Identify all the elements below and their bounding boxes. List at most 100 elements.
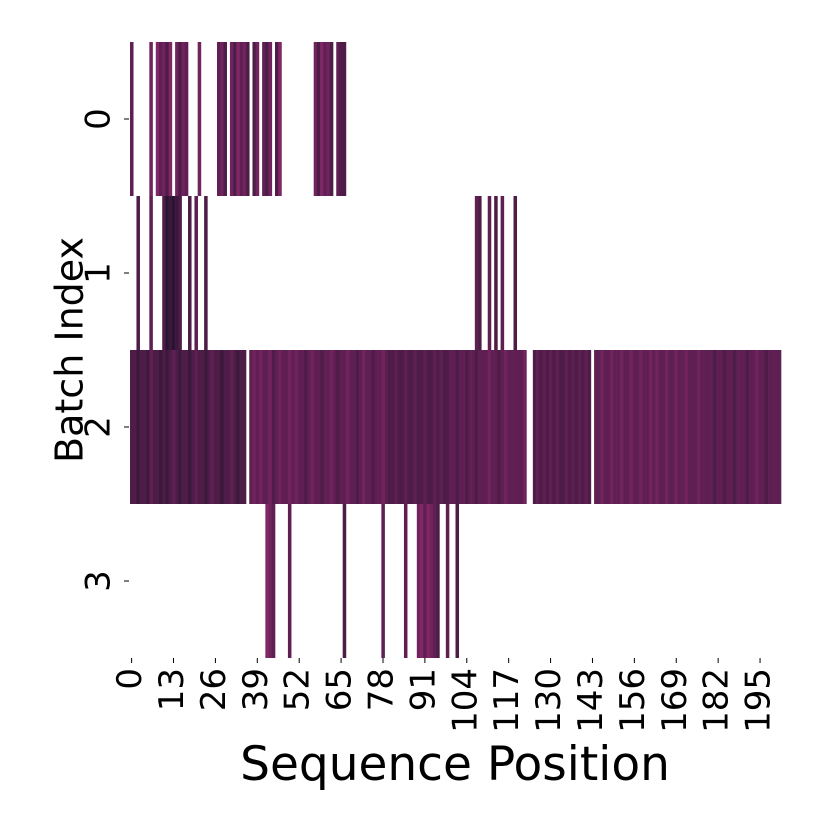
heatmap-cell: [536, 350, 540, 504]
heatmap-cell: [490, 350, 495, 504]
heatmap-cell: [677, 350, 682, 504]
heatmap-cell: [732, 350, 737, 504]
heatmap-cell: [252, 42, 256, 196]
heatmap-cell: [188, 196, 192, 350]
heatmap-cell: [623, 350, 627, 504]
heatmap-cell: [768, 350, 772, 504]
heatmap-cell: [391, 350, 395, 504]
heatmap-cell: [239, 42, 244, 196]
heatmap-cell: [445, 504, 450, 658]
heatmap-cell: [603, 350, 608, 504]
heatmap-cell: [136, 196, 140, 350]
heatmap-cell: [178, 42, 182, 196]
heatmap-cell: [204, 196, 208, 350]
heatmap-cell: [455, 350, 460, 504]
heatmap-cell: [165, 196, 169, 350]
heatmap-cell: [287, 350, 292, 504]
heatmap-cell: [742, 350, 746, 504]
heatmap-cell: [213, 350, 218, 504]
y-axis-label: Batch Index: [48, 237, 92, 463]
heatmap-cell: [191, 350, 195, 504]
heatmap-cell: [565, 350, 569, 504]
heatmap-cell: [407, 350, 411, 504]
heatmap-cell: [619, 350, 624, 504]
heatmap-cell: [236, 350, 240, 504]
heatmap-cell: [684, 350, 688, 504]
heatmap-cell: [342, 350, 347, 504]
heatmap-cell: [645, 350, 650, 504]
heatmap-cell: [494, 196, 498, 350]
heatmap-cell: [297, 350, 302, 504]
heatmap-cell: [484, 350, 489, 504]
heatmap-cell: [162, 350, 166, 504]
x-axis-label: Sequence Position: [240, 737, 670, 792]
x-tick-label: 130: [529, 668, 569, 733]
heatmap-cell: [165, 350, 169, 504]
heatmap-cell: [175, 196, 179, 350]
heatmap-cell: [233, 42, 237, 196]
heatmap-cell: [632, 350, 637, 504]
heatmap-cell: [336, 42, 340, 196]
heatmap-cell: [465, 350, 469, 504]
heatmap-cell: [648, 350, 653, 504]
heatmap-cell: [355, 350, 360, 504]
heatmap-cell: [432, 504, 437, 658]
heatmap-cell: [394, 350, 398, 504]
y-tick-label: 0: [79, 108, 119, 130]
heatmap-cell: [410, 350, 414, 504]
heatmap-cell: [761, 350, 766, 504]
heatmap-cell: [403, 350, 408, 504]
heatmap-cell: [262, 42, 266, 196]
heatmap-cell: [313, 350, 318, 504]
heatmap-cell: [510, 350, 514, 504]
heatmap-cell: [716, 350, 721, 504]
heatmap-cell: [362, 350, 366, 504]
heatmap-cell: [291, 350, 295, 504]
x-tick-label: 104: [445, 668, 485, 733]
heatmap-cell: [304, 350, 308, 504]
heatmap-cell: [513, 196, 518, 350]
x-tick-label: 91: [403, 668, 443, 711]
heatmap-cell: [197, 42, 202, 196]
heatmap-cell: [184, 350, 189, 504]
x-tick-label: 26: [194, 668, 234, 711]
heatmap-cell: [642, 350, 646, 504]
heatmap-cell: [242, 42, 247, 196]
x-tick-label: 156: [613, 668, 653, 733]
heatmap-cell: [233, 350, 237, 504]
heatmap-cell: [371, 350, 376, 504]
heatmap-cell: [223, 42, 227, 196]
heatmap-cell: [249, 350, 253, 504]
heatmap-cell: [239, 350, 244, 504]
x-tick-label: 78: [361, 668, 401, 711]
heatmap-cell: [387, 350, 392, 504]
x-tick-label: 117: [487, 668, 527, 733]
heatmap-cell: [316, 350, 321, 504]
heatmap-cell: [400, 350, 405, 504]
heatmap-cell: [471, 350, 476, 504]
heatmap-cell: [523, 350, 527, 504]
heatmap-cell: [181, 350, 186, 504]
heatmap-cell: [555, 350, 559, 504]
heatmap-cell: [207, 350, 211, 504]
heatmap-cell: [278, 42, 282, 196]
heatmap-cell: [345, 350, 350, 504]
heatmap-cell: [236, 42, 240, 196]
x-tick-label: 0: [110, 668, 150, 690]
heatmap-cell: [503, 350, 508, 504]
heatmap-cell: [552, 350, 556, 504]
heatmap-cell: [271, 504, 276, 658]
heatmap-cell: [349, 350, 353, 504]
heatmap-cell: [577, 350, 582, 504]
heatmap-cell: [149, 42, 153, 196]
heatmap-cell: [481, 350, 485, 504]
heatmap-cell: [748, 350, 753, 504]
heatmap-cell: [681, 350, 685, 504]
heatmap-cell: [771, 350, 775, 504]
heatmap-cell: [497, 350, 501, 504]
heatmap-cell: [429, 350, 434, 504]
heatmap-cell: [500, 350, 505, 504]
heatmap-cell: [175, 350, 179, 504]
heatmap-cell: [751, 350, 756, 504]
